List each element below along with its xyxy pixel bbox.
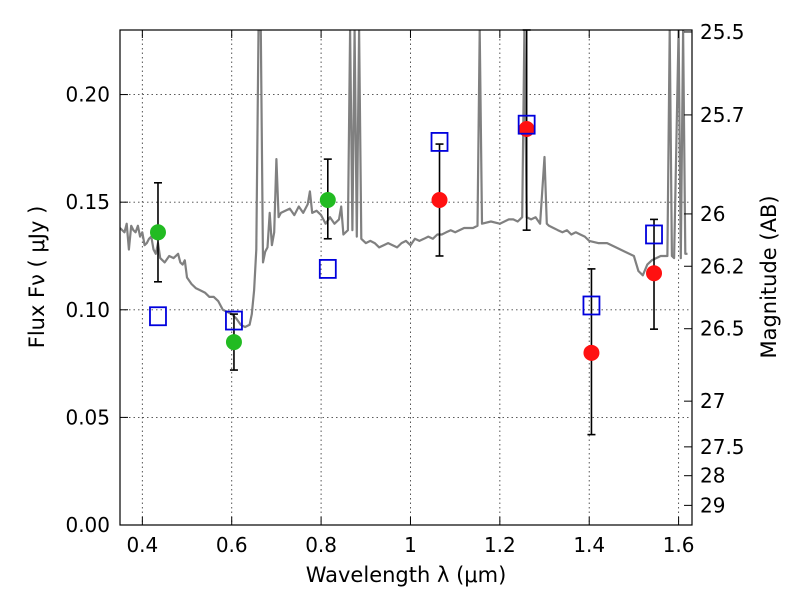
data-point (319, 192, 336, 209)
x-axis-label: Wavelength λ (μm) (306, 563, 507, 587)
model-square (582, 295, 601, 316)
y2-tick-label: 29 (700, 493, 725, 517)
x-tick-label: 0.8 (305, 533, 337, 557)
x-tick-label: 1.6 (663, 533, 695, 557)
model-square (430, 132, 449, 152)
data-point (431, 192, 448, 209)
model-square (225, 310, 243, 331)
x-tick-label: 0.6 (216, 533, 248, 557)
y-tick-label: 0.00 (65, 513, 110, 537)
y2-axis-label: Magnitude (AB) (757, 195, 781, 358)
plot-frame (119, 29, 693, 526)
model-square (149, 306, 167, 327)
axes-layer: 0.4 0.6 0.8 1 1.2 1.4 1.6 0.00 0.05 0.10 0.15 0.20 2… (65, 20, 744, 557)
y2-tick-label: 26.5 (700, 317, 745, 341)
y-axis-label: Flux Fν ( μJy ) (25, 206, 49, 349)
model-square (645, 224, 663, 245)
y2-tick-label: 26 (700, 202, 725, 226)
y2-tick-label: 28 (700, 464, 725, 488)
y-tick-label: 0.20 (65, 83, 110, 107)
model-square (517, 114, 536, 135)
y2-tick-label: 26.2 (700, 254, 745, 278)
y2-tick-label: 27.5 (700, 435, 745, 459)
y-tick-label: 0.05 (65, 405, 110, 429)
y2-tick-label: 25.7 (700, 103, 745, 127)
y-tick-label: 0.10 (65, 298, 110, 322)
x-tick-label: 1.4 (573, 533, 605, 557)
x-tick-label: 1.2 (484, 533, 516, 557)
x-tick-label: 1 (404, 533, 417, 557)
y2-tick-label: 27 (700, 389, 725, 413)
grid-layer (120, 30, 692, 526)
model-square (318, 258, 337, 279)
data-point (583, 344, 600, 361)
x-tick-label: 0.4 (126, 533, 158, 557)
spectrum-line (120, 30, 688, 329)
spectrum-layer (120, 30, 688, 329)
data-point (225, 334, 242, 351)
points-layer (149, 29, 663, 436)
y-tick-label: 0.15 (65, 190, 110, 214)
y2-tick-label: 25.5 (700, 20, 745, 44)
data-point (149, 224, 166, 241)
data-point (646, 265, 663, 282)
